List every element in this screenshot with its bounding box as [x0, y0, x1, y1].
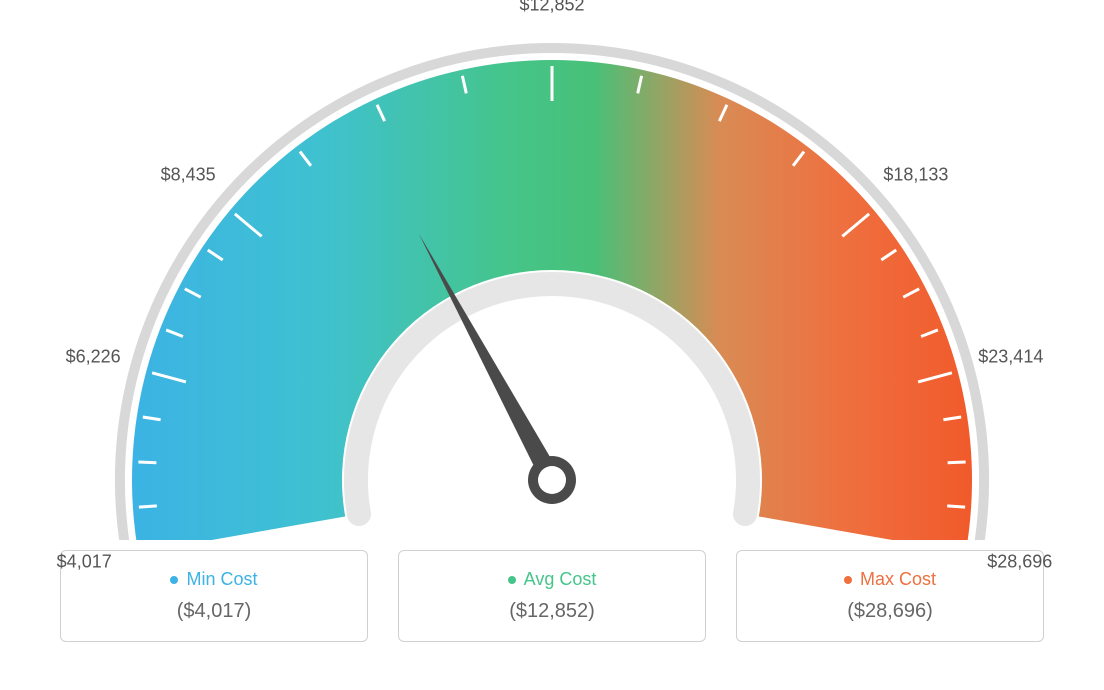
avg-dot-icon — [508, 576, 516, 584]
scale-label: $6,226 — [66, 347, 121, 368]
avg-cost-label: Avg Cost — [524, 569, 597, 589]
gauge-chart: $4,017$6,226$8,435$12,852$18,133$23,414$… — [0, 0, 1104, 540]
scale-label: $8,435 — [161, 164, 216, 185]
min-dot-icon — [170, 576, 178, 584]
min-cost-label: Min Cost — [186, 569, 257, 589]
max-cost-value: ($28,696) — [737, 600, 1043, 623]
avg-cost-value: ($12,852) — [399, 600, 705, 623]
avg-cost-card: Avg Cost ($12,852) — [398, 550, 706, 642]
scale-label: $23,414 — [978, 347, 1043, 368]
scale-label: $28,696 — [987, 552, 1052, 573]
scale-label: $12,852 — [519, 0, 584, 16]
avg-cost-title: Avg Cost — [399, 569, 705, 590]
summary-cards: Min Cost ($4,017) Avg Cost ($12,852) Max… — [0, 550, 1104, 642]
scale-label: $4,017 — [57, 552, 112, 573]
max-cost-label: Max Cost — [860, 569, 936, 589]
gauge-svg — [0, 0, 1104, 540]
min-cost-value: ($4,017) — [61, 600, 367, 623]
scale-label: $18,133 — [883, 164, 948, 185]
max-dot-icon — [844, 576, 852, 584]
